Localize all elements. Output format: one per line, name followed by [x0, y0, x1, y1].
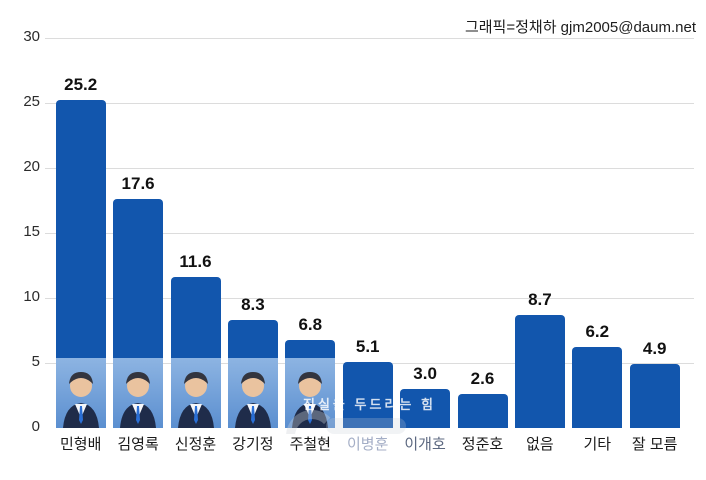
watermark-slogan: 진실을 두드리는 힘: [303, 397, 436, 412]
bar-value-label: 8.7: [528, 289, 552, 309]
bar-value-label: 17.6: [121, 174, 155, 194]
category-label-민형배: 민형배: [59, 436, 102, 453]
candidate-photo-신정훈: [170, 358, 221, 428]
category-label-주철현: 주철현: [289, 436, 331, 453]
category-label-잘 모름: 잘 모름: [631, 436, 678, 453]
category-label-김영록: 김영록: [117, 436, 159, 453]
y-tick-label-5: 5: [31, 353, 40, 370]
bar-value-label: 6.2: [585, 322, 610, 342]
gridline-10: [45, 298, 694, 299]
bar-value-label: 8.3: [241, 295, 265, 315]
bar-value-label: 25.2: [64, 75, 98, 95]
gridline-30: [45, 38, 694, 39]
y-tick-label-15: 15: [23, 223, 40, 240]
bar-value-label: 5.1: [355, 336, 380, 356]
candidate-photo-강기정: [227, 358, 278, 428]
category-label-신정훈: 신정훈: [174, 436, 217, 453]
y-tick-label-30: 30: [23, 28, 40, 45]
y-tick-label-10: 10: [23, 288, 40, 305]
category-label-이병훈: 이병훈: [346, 436, 389, 453]
candidate-photo-김영록: [113, 358, 164, 428]
bar-value-label: 6.8: [298, 314, 323, 334]
category-label-이개호: 이개호: [404, 436, 446, 453]
gridline-15: [45, 233, 694, 234]
bar-잘 모름: [629, 364, 680, 428]
y-tick-label-0: 0: [31, 418, 40, 435]
credit-text: 그래픽=정채하 gjm2005@daum.net: [464, 19, 696, 36]
gridline-25: [45, 103, 694, 104]
bar-이병훈: [342, 361, 393, 428]
bar-value-label: 4.9: [642, 339, 667, 359]
bar-이개호: [400, 389, 451, 428]
category-label-기타: 기타: [583, 436, 612, 453]
bar-기타: [572, 347, 623, 428]
bar-value-label: 2.6: [470, 369, 495, 389]
bar-정준호: [457, 394, 508, 428]
bar-없음: [514, 314, 565, 428]
category-label-정준호: 정준호: [461, 436, 504, 453]
category-label-없음: 없음: [526, 436, 554, 453]
bar-value-label: 3.0: [413, 364, 437, 383]
bar-value-label: 11.6: [179, 252, 212, 272]
y-tick-label-20: 20: [23, 158, 40, 175]
gridline-20: [45, 168, 694, 169]
watermark-logo-icon: [286, 408, 416, 434]
category-label-강기정: 강기정: [232, 436, 274, 453]
candidate-photo-민형배: [55, 358, 106, 428]
y-tick-label-25: 25: [23, 93, 40, 110]
